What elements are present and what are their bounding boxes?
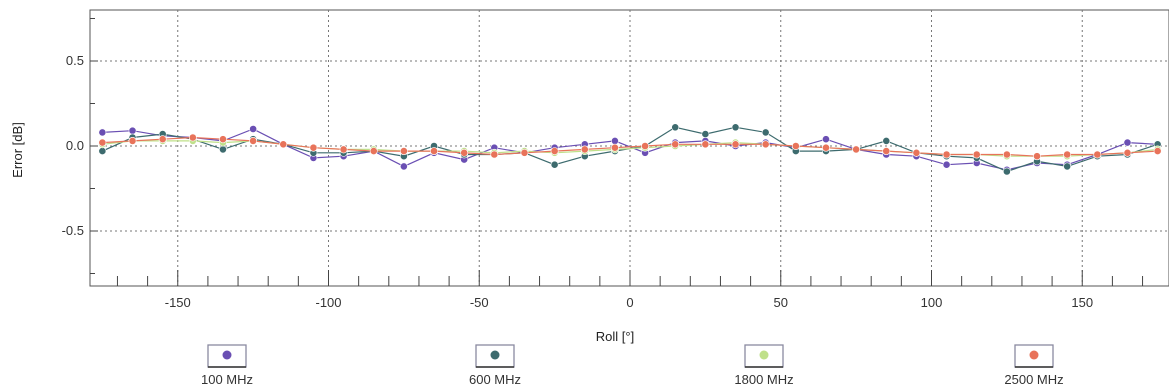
series-2500-mhz bbox=[98, 133, 1162, 161]
data-point bbox=[399, 147, 408, 155]
data-point bbox=[219, 135, 227, 144]
data-point bbox=[1002, 167, 1011, 176]
data-point bbox=[550, 160, 559, 169]
data-point bbox=[520, 148, 529, 157]
data-point bbox=[611, 136, 619, 145]
legend-marker bbox=[759, 350, 769, 360]
data-point bbox=[98, 128, 107, 137]
data-point bbox=[942, 150, 951, 159]
x-tick-label: 150 bbox=[1071, 295, 1093, 310]
data-point bbox=[279, 140, 288, 149]
legend-marker bbox=[490, 350, 500, 360]
data-point bbox=[249, 125, 258, 133]
x-tick-label: 100 bbox=[921, 295, 943, 310]
data-point bbox=[249, 136, 258, 145]
data-point bbox=[1123, 148, 1132, 157]
legend-marker bbox=[1029, 350, 1039, 360]
data-point bbox=[852, 145, 861, 154]
data-point bbox=[188, 133, 197, 142]
data-point bbox=[490, 150, 499, 159]
y-tick-labels: -0.5 0.0 0.5 bbox=[62, 53, 84, 238]
data-point bbox=[912, 148, 921, 157]
data-point bbox=[882, 136, 891, 145]
data-point bbox=[822, 135, 830, 144]
data-point bbox=[1123, 138, 1132, 147]
data-point bbox=[1063, 150, 1072, 159]
y-tick-label: -0.5 bbox=[62, 223, 84, 238]
data-point bbox=[701, 140, 710, 149]
data-point bbox=[430, 147, 438, 155]
legend-marker bbox=[222, 350, 232, 360]
y-axis-title: Error [dB] bbox=[10, 122, 25, 178]
data-point bbox=[972, 150, 981, 159]
data-point bbox=[369, 147, 378, 155]
data-point bbox=[671, 140, 680, 149]
data-point bbox=[761, 140, 770, 149]
data-point bbox=[128, 126, 137, 135]
legend-item: 100 MHz bbox=[201, 344, 253, 387]
data-point bbox=[309, 143, 318, 152]
data-point bbox=[701, 130, 710, 138]
data-point bbox=[1153, 147, 1162, 155]
legend-item: 600 MHz bbox=[469, 344, 521, 387]
legend-item: 2500 MHz bbox=[1004, 344, 1064, 387]
data-point bbox=[822, 143, 830, 152]
data-point bbox=[1093, 150, 1102, 159]
x-tick-label: -50 bbox=[470, 295, 489, 310]
data-point bbox=[98, 138, 107, 147]
series-line bbox=[102, 136, 1158, 157]
legend-label: 1800 MHz bbox=[734, 372, 793, 387]
x-tick-label: 0 bbox=[626, 295, 633, 310]
data-point bbox=[761, 128, 770, 137]
data-point bbox=[128, 136, 137, 145]
legend-label: 2500 MHz bbox=[1004, 372, 1063, 387]
data-point bbox=[1002, 150, 1011, 159]
data-point bbox=[219, 145, 227, 154]
y-tick-label: 0.5 bbox=[66, 53, 84, 68]
data-point bbox=[158, 135, 167, 144]
data-point bbox=[942, 160, 951, 169]
data-point bbox=[460, 148, 469, 157]
data-point bbox=[580, 145, 589, 154]
x-minor-ticks bbox=[90, 18, 1144, 286]
data-point bbox=[882, 147, 891, 155]
x-axis-title: Roll [°] bbox=[596, 329, 634, 344]
data-point bbox=[339, 145, 348, 154]
x-tick-labels: -150 -100 -50 0 50 100 150 bbox=[165, 295, 1093, 310]
grid-lines bbox=[90, 10, 1169, 286]
data-point bbox=[731, 123, 740, 132]
x-tick-label: -100 bbox=[315, 295, 341, 310]
x-tick-label: -150 bbox=[165, 295, 191, 310]
legend: 100 MHz 600 MHz 1800 MHz 2500 MHz bbox=[201, 344, 1064, 387]
x-tick-label: 50 bbox=[774, 295, 788, 310]
data-point bbox=[611, 143, 619, 152]
data-point bbox=[671, 123, 680, 132]
legend-item: 1800 MHz bbox=[734, 344, 794, 387]
data-point bbox=[98, 147, 107, 155]
series-layer bbox=[98, 123, 1162, 176]
data-point bbox=[731, 140, 740, 149]
legend-label: 100 MHz bbox=[201, 372, 253, 387]
legend-label: 600 MHz bbox=[469, 372, 521, 387]
data-point bbox=[791, 142, 800, 150]
data-point bbox=[1063, 162, 1072, 171]
data-point bbox=[1033, 152, 1041, 161]
data-point bbox=[399, 162, 408, 171]
data-point bbox=[641, 142, 649, 150]
y-tick-label: 0.0 bbox=[66, 138, 84, 153]
data-point bbox=[550, 147, 559, 155]
